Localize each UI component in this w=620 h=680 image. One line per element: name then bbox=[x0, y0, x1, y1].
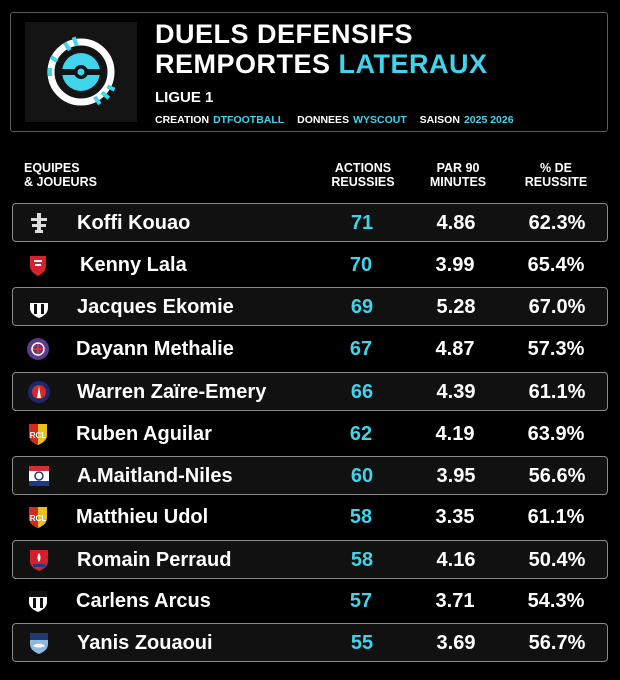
credit-value: DTFOOTBALL bbox=[213, 114, 285, 126]
pct-value: 61.1% bbox=[527, 506, 585, 528]
per90-value: 3.95 bbox=[436, 465, 476, 487]
column-header-actions: ACTIONS REUSSIES bbox=[316, 161, 410, 189]
title-line-2: REMPORTES LATERAUX bbox=[155, 49, 488, 79]
league-label: LIGUE 1 bbox=[155, 89, 214, 106]
column-header-pct-line2: REUSSITE bbox=[524, 175, 588, 189]
player-name: Dayann Methalie bbox=[76, 338, 234, 360]
lyon-crest-icon bbox=[27, 464, 51, 488]
column-header-per90-line2: MINUTES bbox=[429, 175, 487, 189]
table-row: Yanis Zouaoui 55 3.69 56.7% bbox=[12, 623, 608, 662]
per90-value: 3.71 bbox=[435, 590, 475, 612]
chart-title: DUELS DEFENSIFS REMPORTES LATERAUX bbox=[155, 19, 488, 79]
actions-value: 70 bbox=[349, 254, 373, 276]
per90-value: 3.99 bbox=[435, 254, 475, 276]
lille-crest-icon bbox=[27, 548, 51, 572]
per90-value: 4.19 bbox=[435, 423, 475, 445]
angers-crest-icon bbox=[26, 589, 50, 613]
column-header-per90: PAR 90 MINUTES bbox=[412, 161, 504, 189]
actions-value: 55 bbox=[350, 632, 374, 654]
le-havre-crest-icon bbox=[27, 631, 51, 655]
table-row: Jacques Ekomie 69 5.28 67.0% bbox=[12, 287, 608, 326]
per90-value: 5.28 bbox=[436, 296, 476, 318]
title-line-1: DUELS DEFENSIFS bbox=[155, 19, 414, 49]
player-name: Warren Zaïre-Emery bbox=[77, 381, 267, 403]
actions-value: 66 bbox=[350, 381, 374, 403]
pct-value: 57.3% bbox=[527, 338, 585, 360]
player-name: Carlens Arcus bbox=[76, 590, 211, 612]
table-row: Koffi Kouao 71 4.86 62.3% bbox=[12, 203, 608, 242]
per90-value: 4.39 bbox=[436, 381, 476, 403]
data-value: WYSCOUT bbox=[353, 114, 407, 126]
svg-text:RCL: RCL bbox=[30, 431, 47, 440]
column-header-per90-line1: PAR 90 bbox=[436, 161, 480, 175]
per90-value: 4.87 bbox=[435, 338, 475, 360]
angers-crest-icon bbox=[27, 295, 51, 319]
lens-crest-icon: RCL bbox=[26, 505, 50, 529]
per90-value: 3.35 bbox=[435, 506, 475, 528]
player-name: Matthieu Udol bbox=[76, 506, 209, 528]
svg-text:RCL: RCL bbox=[30, 514, 47, 523]
actions-value: 62 bbox=[349, 423, 373, 445]
pct-value: 54.3% bbox=[527, 590, 585, 612]
column-header-pct: % DE REUSSITE bbox=[506, 161, 606, 189]
player-name: Ruben Aguilar bbox=[76, 423, 212, 445]
actions-value: 71 bbox=[350, 212, 374, 234]
table-row: RCL Ruben Aguilar 62 4.19 63.9% bbox=[12, 415, 608, 454]
table-row: Warren Zaïre-Emery 66 4.39 61.1% bbox=[12, 372, 608, 411]
column-header-players: EQUIPES & JOUEURS bbox=[24, 161, 97, 189]
data-label: DONNEES bbox=[297, 114, 350, 126]
lens-crest-icon: RCL bbox=[26, 422, 50, 446]
player-name: Yanis Zouaoui bbox=[77, 632, 213, 654]
title-line-2-accent: LATERAUX bbox=[338, 49, 488, 79]
dtfootball-logo bbox=[25, 22, 137, 122]
actions-value: 67 bbox=[349, 338, 373, 360]
pct-value: 67.0% bbox=[528, 296, 586, 318]
pct-value: 61.1% bbox=[528, 381, 586, 403]
header-panel: DUELS DEFENSIFS REMPORTES LATERAUX LIGUE… bbox=[10, 12, 608, 132]
column-header-pct-line1: % DE bbox=[540, 161, 572, 175]
pct-value: 50.4% bbox=[528, 549, 586, 571]
actions-value: 58 bbox=[350, 549, 374, 571]
psg-crest-icon bbox=[27, 380, 51, 404]
actions-value: 69 bbox=[350, 296, 374, 318]
actions-value: 58 bbox=[349, 506, 373, 528]
per90-value: 4.86 bbox=[436, 212, 476, 234]
pct-value: 63.9% bbox=[527, 423, 585, 445]
actions-value: 60 bbox=[350, 465, 374, 487]
brest-crest-icon bbox=[26, 253, 50, 277]
column-header-actions-line1: ACTIONS bbox=[334, 161, 392, 175]
per90-value: 4.16 bbox=[436, 549, 476, 571]
column-header-players-line1: EQUIPES bbox=[24, 161, 80, 175]
per90-value: 3.69 bbox=[436, 632, 476, 654]
metz-crest-icon bbox=[27, 211, 51, 235]
pct-value: 65.4% bbox=[527, 254, 585, 276]
pct-value: 62.3% bbox=[528, 212, 586, 234]
season-value: 2025 2026 bbox=[463, 114, 514, 126]
player-name: Jacques Ekomie bbox=[77, 296, 234, 318]
player-name: A.Maitland-Niles bbox=[77, 465, 233, 487]
player-name: Romain Perraud bbox=[77, 549, 232, 571]
pct-value: 56.7% bbox=[528, 632, 586, 654]
season-label: SAISON bbox=[419, 114, 460, 126]
actions-value: 57 bbox=[349, 590, 373, 612]
title-line-2-white: REMPORTES bbox=[155, 49, 331, 79]
player-name: Kenny Lala bbox=[80, 254, 187, 276]
player-name: Koffi Kouao bbox=[77, 212, 191, 234]
table-row: A.Maitland-Niles 60 3.95 56.6% bbox=[12, 456, 608, 495]
table-row: Romain Perraud 58 4.16 50.4% bbox=[12, 540, 608, 579]
credits-line: CREATION DTFOOTBALL DONNEES WYSCOUT SAISON… bbox=[155, 114, 518, 126]
table-row: Kenny Lala 70 3.99 65.4% bbox=[12, 246, 608, 285]
pct-value: 56.6% bbox=[528, 465, 586, 487]
table-row: Carlens Arcus 57 3.71 54.3% bbox=[12, 582, 608, 621]
table-row: RCL Matthieu Udol 58 3.35 61.1% bbox=[12, 498, 608, 537]
column-header-actions-line2: REUSSIES bbox=[331, 175, 395, 189]
column-header-players-line2: & JOUEURS bbox=[24, 175, 97, 189]
toulouse-crest-icon bbox=[26, 337, 50, 361]
credit-label: CREATION bbox=[155, 114, 210, 126]
table-row: Dayann Methalie 67 4.87 57.3% bbox=[12, 330, 608, 369]
